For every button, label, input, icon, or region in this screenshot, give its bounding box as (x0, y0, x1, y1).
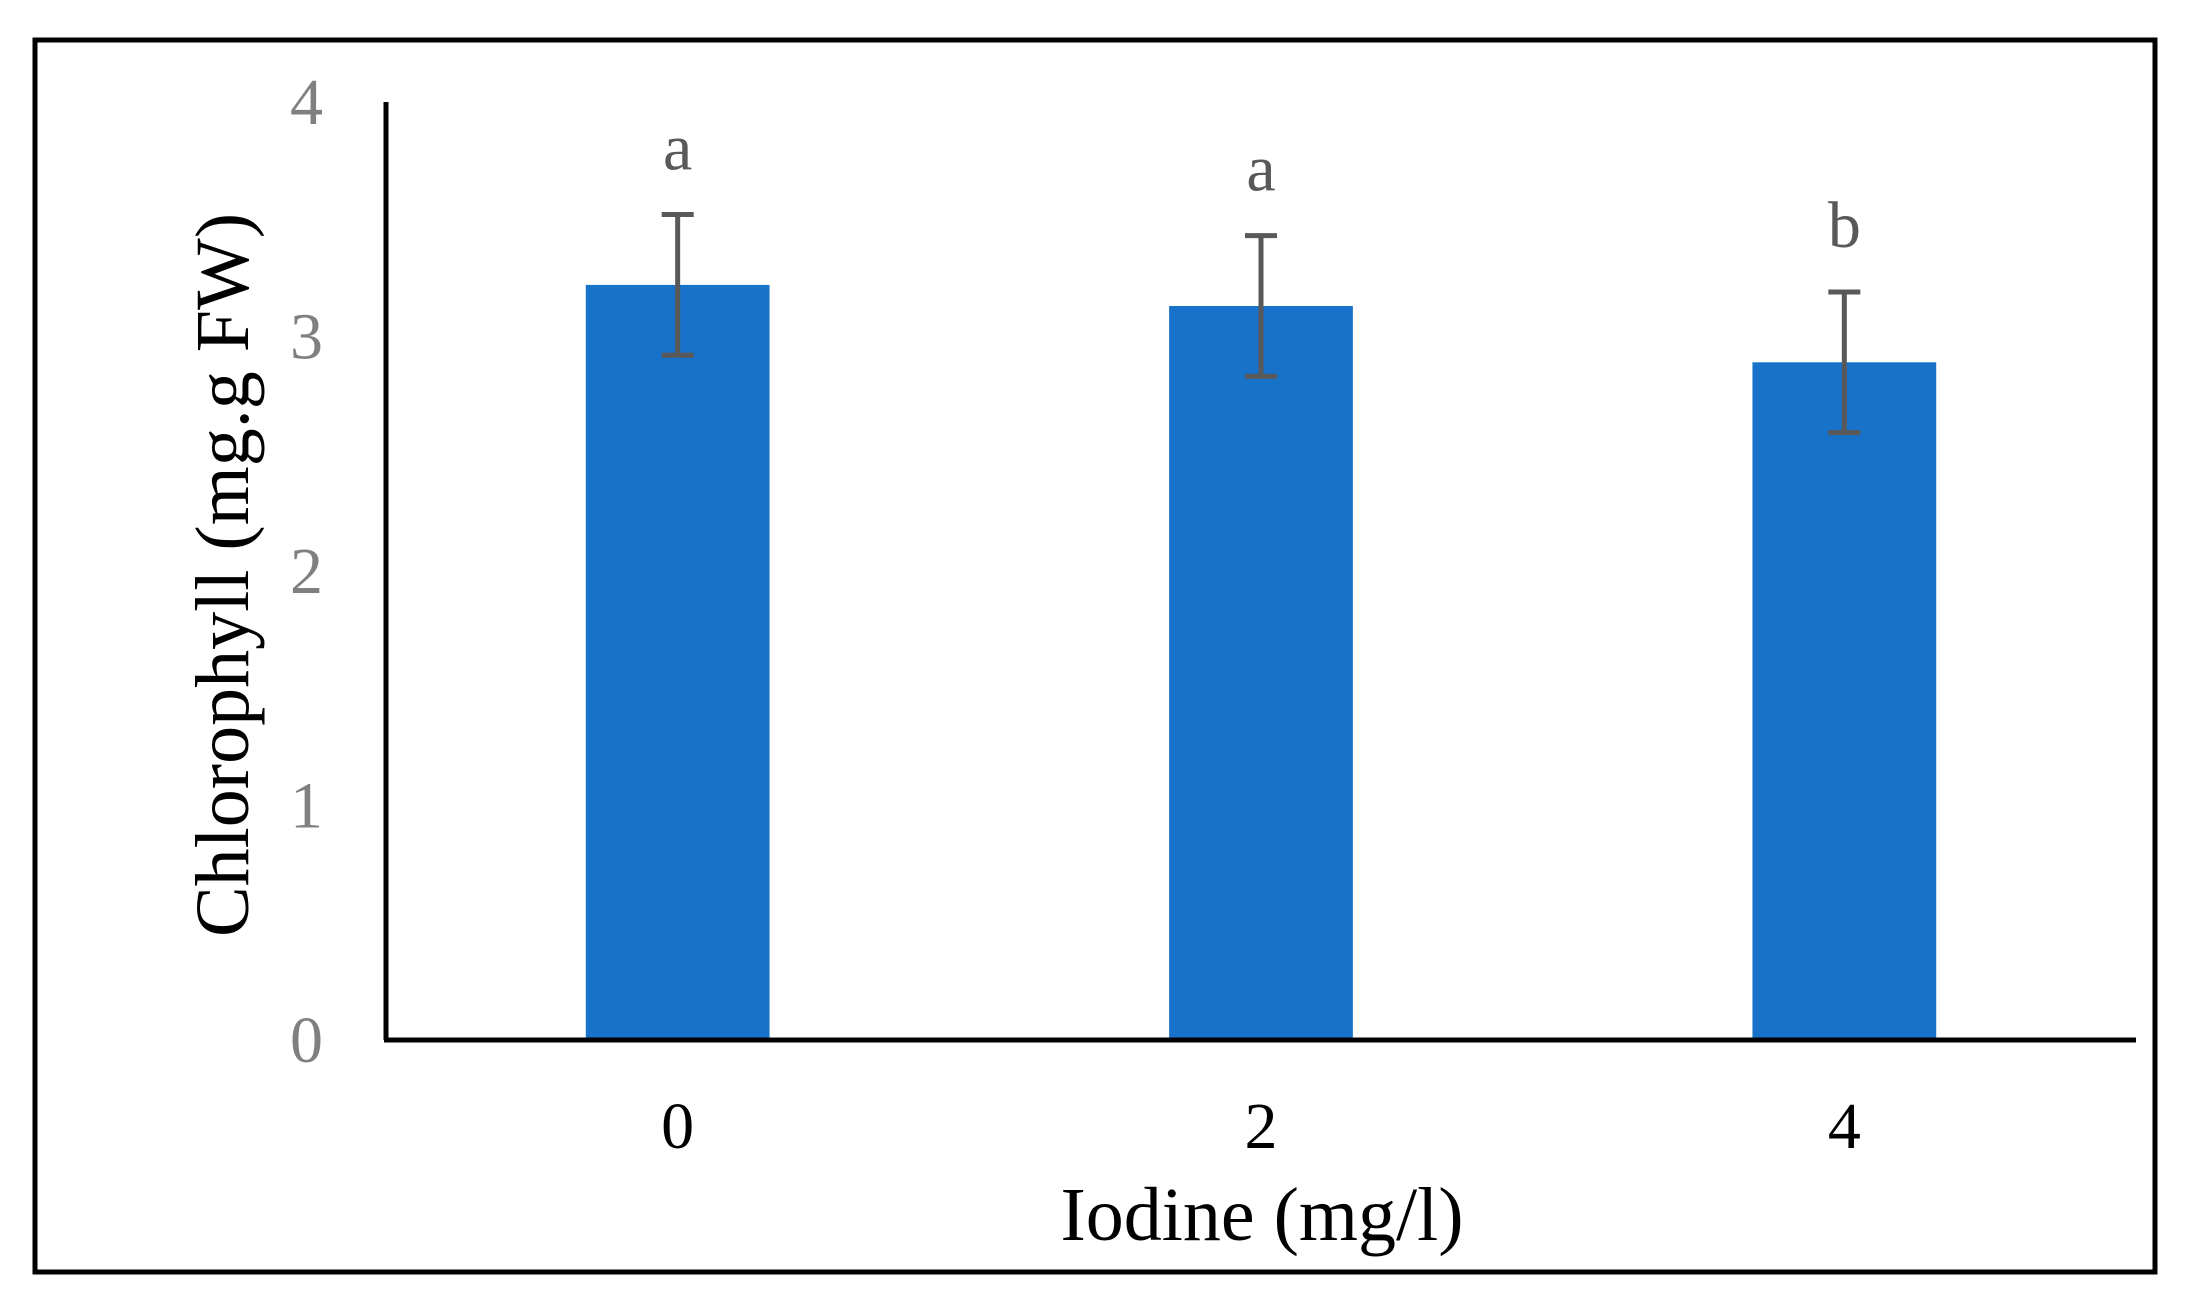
y-tick-label: 2 (290, 535, 323, 608)
y-tick-label: 0 (290, 1004, 323, 1077)
x-axis-title: Iodine (mg/l) (1060, 1173, 1463, 1257)
significance-letter: a (1246, 133, 1275, 206)
bar (1752, 362, 1937, 1040)
significance-letter: a (663, 112, 692, 185)
y-axis-title: Chlorophyll (mg.g FW) (181, 213, 265, 937)
x-tick-label: 2 (1245, 1090, 1278, 1163)
bar (1169, 306, 1353, 1040)
y-tick-label: 1 (290, 770, 323, 843)
chart-marks: 0 1 2 3 4 a 0 a 2 b 4 (290, 66, 1937, 1163)
x-tick-label: 4 (1828, 1090, 1861, 1163)
significance-letter: b (1828, 189, 1861, 262)
y-tick-label: 4 (290, 66, 323, 139)
bar (585, 284, 770, 1040)
y-tick-label: 3 (290, 301, 323, 374)
x-tick-label: 0 (661, 1090, 694, 1163)
